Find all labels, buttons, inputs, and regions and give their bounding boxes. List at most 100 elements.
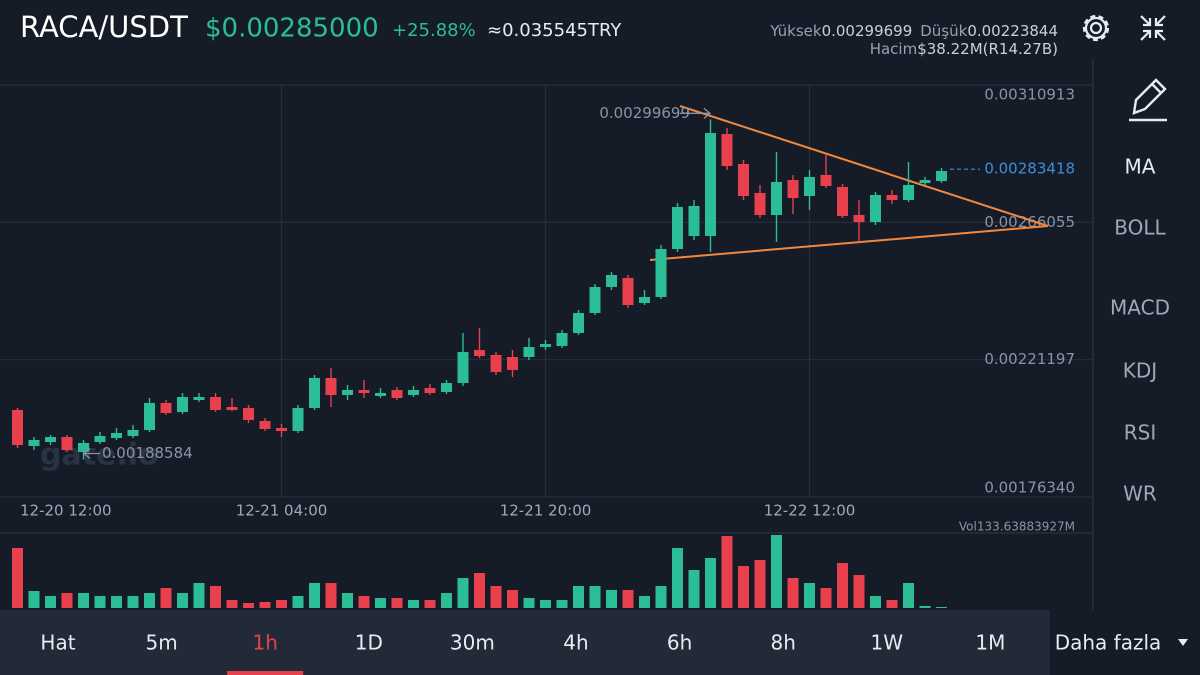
trend-lines: [649, 105, 1049, 261]
volume-bar: [804, 583, 815, 608]
volume-bar: [292, 596, 304, 608]
candle-body: [672, 206, 683, 249]
timeframe-tab[interactable]: 1W: [871, 631, 904, 655]
candle-body: [754, 192, 766, 215]
candle-body: [441, 382, 452, 392]
volume-bar: [721, 536, 733, 608]
candle-body: [886, 194, 898, 200]
y-tick-label: 0.00221197: [984, 350, 1075, 368]
candle-body: [507, 356, 518, 370]
volume-bar: [193, 583, 205, 608]
low: 0.00223844: [967, 22, 1058, 40]
volume-bar: [45, 596, 56, 608]
low-label: Düşük: [920, 22, 967, 40]
indicator-button[interactable]: BOLL: [1114, 216, 1166, 240]
candle-body: [655, 248, 667, 297]
timeframe-tab[interactable]: 5m: [145, 631, 177, 655]
volume-bar: [771, 535, 782, 608]
volume-bar: [391, 598, 403, 608]
last-price-label: 0.00283418: [984, 160, 1075, 178]
volume-bar: [111, 596, 122, 608]
volume-bar: [919, 606, 931, 608]
y-tick-label: 0.00266055: [984, 213, 1075, 231]
timeframe-tab[interactable]: Hat: [40, 631, 75, 655]
volume-bar: [903, 583, 914, 608]
candle-body: [540, 343, 551, 347]
volume-bar: [622, 590, 634, 608]
candle-body: [127, 429, 139, 436]
volume-bar: [787, 578, 799, 608]
timeframe-tab[interactable]: 1h: [252, 631, 277, 655]
pair: RACA/USDT: [20, 10, 188, 44]
candle-body: [490, 354, 502, 372]
candle-body: [193, 396, 205, 400]
volume-bar: [589, 586, 601, 608]
volume-label: Hacim: [870, 40, 918, 58]
volume-bar: [474, 573, 485, 608]
candle-body: [177, 396, 188, 412]
more-arrow[interactable]: [1178, 639, 1188, 646]
candle-body: [111, 432, 122, 438]
candle-body: [771, 181, 782, 215]
candle-body: [276, 427, 287, 431]
x-tick-label: 12-22 12:00: [764, 502, 856, 520]
volume-bar: [688, 570, 700, 608]
volume-bar: [358, 596, 370, 608]
settings-icon[interactable]: [1082, 14, 1110, 42]
volume-text: Vol133.63883927M: [959, 520, 1075, 534]
candle-body: [28, 439, 40, 446]
timeframe-tab[interactable]: 4h: [563, 631, 588, 655]
timeframe-tab[interactable]: 1D: [355, 631, 383, 655]
indicator-button[interactable]: MA: [1125, 155, 1156, 179]
volume-bar: [160, 588, 172, 608]
volume-bar: [507, 590, 518, 608]
active-tab-underline: [227, 671, 304, 675]
timeframe-tabs: Hat 5m 1h 1D 30m 4h 6h 8h 1W 1M: [40, 631, 1005, 675]
candle-body: [523, 346, 535, 357]
volume-bar: [12, 548, 23, 608]
timeframe-tab[interactable]: 30m: [450, 631, 495, 655]
candle-body: [391, 389, 403, 398]
timeframe-tab[interactable]: 6h: [667, 631, 692, 655]
candle-body: [78, 442, 89, 452]
indicator-button[interactable]: WR: [1123, 482, 1157, 506]
local-price: ≈0.035545TRY: [487, 20, 622, 41]
high-label: Yüksek: [769, 22, 822, 40]
max-label: 0.00299699: [599, 104, 690, 122]
volume: $38.22M(R14.27B): [917, 40, 1058, 58]
volume-bar: [738, 566, 749, 608]
indicator-button[interactable]: MACD: [1110, 296, 1170, 320]
volume-bar: [342, 593, 353, 608]
volume-bar: [127, 596, 139, 608]
timeframe-tab[interactable]: 1M: [975, 631, 1005, 655]
indicator-button[interactable]: KDJ: [1123, 359, 1157, 383]
candle-body: [474, 349, 485, 356]
volume-bar: [144, 593, 155, 608]
draw-tool-icon[interactable]: [1129, 78, 1167, 122]
candle-body: [61, 436, 73, 450]
candle-body: [94, 435, 106, 442]
volume-bar: [639, 596, 650, 608]
volume-bar: [94, 596, 106, 608]
volume-bar: [28, 591, 40, 608]
candle-body: [144, 402, 155, 430]
candle-body: [919, 179, 931, 183]
tab-bar: [0, 610, 1050, 675]
volume-bar: [490, 586, 502, 608]
timeframe-tab[interactable]: 8h: [770, 631, 795, 655]
candle-body: [738, 163, 749, 196]
candle-body: [375, 392, 386, 396]
candle-body: [589, 286, 601, 313]
high-low: Yüksek0.00299699 Düşük0.00223844: [769, 22, 1058, 40]
more-button[interactable]: Daha fazla: [1055, 631, 1162, 655]
x-tick-label: 12-21 04:00: [236, 502, 328, 520]
candle-body: [820, 174, 832, 186]
candle-body: [457, 351, 469, 383]
candle-body: [325, 377, 337, 395]
indicator-button[interactable]: RSI: [1124, 421, 1157, 445]
volume-bar: [523, 598, 535, 608]
more-area: [1050, 610, 1200, 675]
fullscreen-icon[interactable]: [1140, 15, 1166, 41]
